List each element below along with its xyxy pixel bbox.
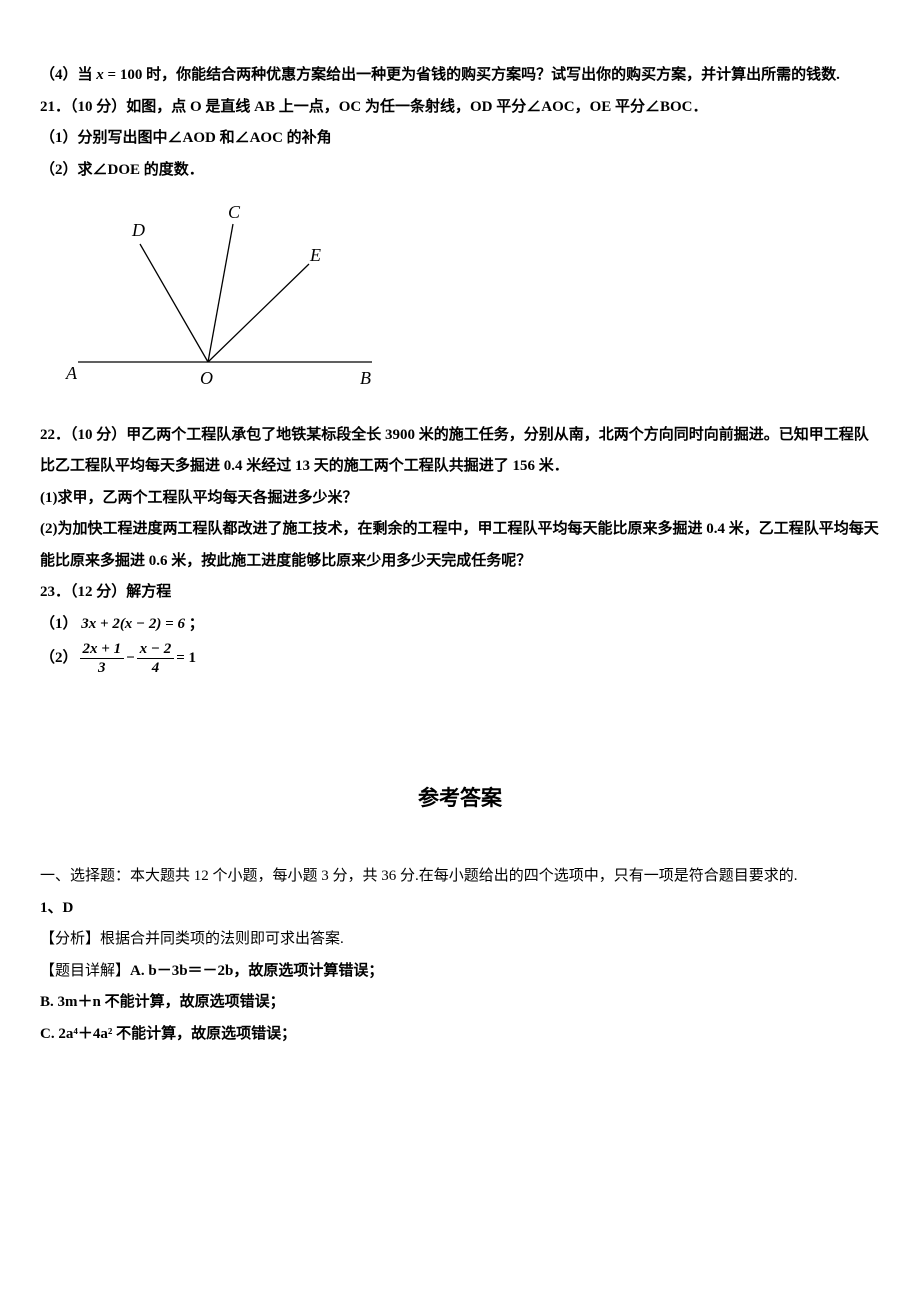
q23-eq1-line: （1） 3x + 2(x − 2) = 6 ； (40, 609, 880, 641)
q23-eq2-f1-den: 3 (80, 659, 125, 677)
a1-optB: B. 3m＋n 不能计算，故原选项错误； (40, 987, 880, 1019)
svg-text:B: B (360, 368, 371, 388)
q23-eq2-f1-num: 2x + 1 (80, 640, 125, 659)
q23-eq1-prefix: （1） (40, 616, 78, 632)
svg-text:A: A (65, 363, 78, 383)
q21-diagram: A O B D C E (60, 204, 880, 402)
q22-sub2: (2)为加快工程进度两工程队都改进了施工技术，在剩余的工程中，甲工程队平均每天能… (40, 514, 880, 577)
a1-analysis-label: 【分析】 (40, 931, 100, 947)
q23-eq1-suffix: ； (189, 616, 204, 632)
a1-optA: A. b－3b＝－2b，故原选项计算错误； (130, 963, 383, 979)
q21-svg: A O B D C E (60, 204, 380, 389)
q20-4-eq: = 100 (104, 67, 143, 83)
q20-4-rest: 时，你能结合两种优惠方案给出一种更为省钱的购买方案吗？试写出你的购买方案，并计算… (146, 67, 840, 83)
q23-eq2-frac1: 2x + 1 3 (80, 640, 125, 677)
q23-eq2-f2-num: x − 2 (137, 640, 175, 659)
q20-4-var: x (96, 67, 104, 83)
q23-eq2-rhs: = 1 (176, 643, 196, 675)
q23-head: 23．（12 分）解方程 (40, 577, 880, 609)
q22-head: 22．（10 分）甲乙两个工程队承包了地铁某标段全长 3900 米的施工任务，分… (40, 420, 880, 483)
a1-detail-label: 【题目详解】 (40, 963, 130, 979)
a1-analysis: 根据合并同类项的法则即可求出答案. (100, 931, 344, 947)
q23-eq1: 3x + 2(x − 2) = 6 (81, 616, 185, 632)
q21-sub2: （2）求∠DOE 的度数． (40, 155, 880, 187)
svg-text:D: D (131, 220, 145, 240)
q23-eq2-line: （2） 2x + 1 3 − x − 2 4 = 1 (40, 640, 880, 677)
q20-4-line: （4）当 x = 100 时，你能结合两种优惠方案给出一种更为省钱的购买方案吗？… (40, 60, 880, 92)
q20-4-prefix: （4）当 (40, 67, 93, 83)
q21-sub1: （1）分别写出图中∠AOD 和∠AOC 的补角 (40, 123, 880, 155)
q21-head: 21．（10 分）如图，点 O 是直线 AB 上一点，OC 为任一条射线，OD … (40, 92, 880, 124)
q22-sub1: (1)求甲，乙两个工程队平均每天各掘进多少米？ (40, 483, 880, 515)
answers-title: 参考答案 (40, 777, 880, 821)
svg-text:E: E (309, 245, 321, 265)
a1-analysis-line: 【分析】根据合并同类项的法则即可求出答案. (40, 924, 880, 956)
q23-eq2-f2-den: 4 (137, 659, 175, 677)
answers-section-head: 一、选择题：本大题共 12 个小题，每小题 3 分，共 36 分.在每小题给出的… (40, 861, 880, 893)
a1-detail-line: 【题目详解】A. b－3b＝－2b，故原选项计算错误； (40, 956, 880, 988)
q23-eq2-frac2: x − 2 4 (137, 640, 175, 677)
a1-number: 1、D (40, 893, 880, 925)
q23-eq2-minus: − (126, 643, 135, 675)
svg-text:C: C (228, 204, 241, 222)
a1-optC: C. 2a⁴＋4a² 不能计算，故原选项错误； (40, 1019, 880, 1051)
q23-eq2-prefix: （2） (40, 643, 78, 675)
svg-text:O: O (200, 368, 213, 388)
